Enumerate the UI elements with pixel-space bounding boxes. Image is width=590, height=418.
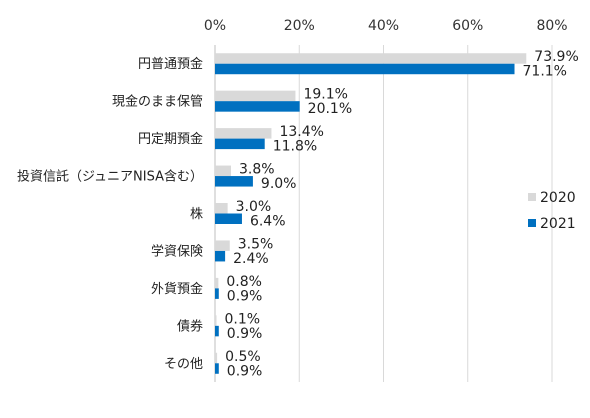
category-label: 株 xyxy=(190,207,203,222)
data-label-2021: 20.1% xyxy=(308,101,352,117)
bar-2020 xyxy=(215,203,228,214)
data-labels: 73.9%71.1% 19.1%20.1% 13.4%11.8% 3.8%9.0% 3.… xyxy=(225,49,579,379)
category-label: 円普通預金 xyxy=(138,56,203,72)
legend-label-2021: 2021 xyxy=(540,216,576,232)
legend: 2020 2021 xyxy=(528,190,576,232)
bar-2021 xyxy=(215,101,300,112)
data-label-2021: 0.9% xyxy=(227,326,263,342)
data-label-2020: 3.0% xyxy=(236,199,272,215)
bar-2020 xyxy=(215,128,272,139)
category-label: 学資保険 xyxy=(151,243,203,259)
data-label-2021: 0.9% xyxy=(227,288,263,304)
bar-2021 xyxy=(215,63,515,75)
data-label-2021: 11.8% xyxy=(273,139,317,155)
category-label: 投資信託（ジュニアNISA含む） xyxy=(17,169,203,185)
category-label: 現金のまま保管 xyxy=(112,94,203,110)
x-tick-label: 80% xyxy=(536,18,567,34)
bar-2020 xyxy=(215,315,217,326)
category-label: 外貨預金 xyxy=(151,281,203,297)
bar-2021 xyxy=(215,138,265,150)
data-label-2020: 3.5% xyxy=(238,236,274,252)
x-tick-label: 60% xyxy=(452,18,483,34)
bar-2020 xyxy=(215,53,527,64)
legend-label-2020: 2020 xyxy=(540,190,576,206)
x-tick-label: 0% xyxy=(204,18,226,34)
category-label: 円定期預金 xyxy=(138,131,203,147)
bar-2020 xyxy=(215,277,219,289)
data-label-2020: 0.5% xyxy=(225,349,261,365)
bars xyxy=(215,53,527,374)
data-label-2021: 0.9% xyxy=(227,363,263,379)
category-label: 債券 xyxy=(177,318,203,334)
legend-swatch-2021 xyxy=(528,219,536,227)
bar-2021 xyxy=(215,325,219,337)
data-label-2020: 3.8% xyxy=(239,162,275,178)
bar-2020 xyxy=(215,90,296,102)
data-label-2021: 71.1% xyxy=(523,64,567,80)
data-label-2021: 6.4% xyxy=(250,214,286,230)
bar-2021 xyxy=(215,213,242,224)
bar-2021 xyxy=(215,363,219,374)
bar-2020 xyxy=(215,240,230,251)
data-label-2020: 0.8% xyxy=(226,274,262,290)
data-label-2020: 13.4% xyxy=(279,124,323,140)
x-tick-label: 20% xyxy=(284,18,315,34)
bar-2021 xyxy=(215,250,226,262)
data-label-2020: 19.1% xyxy=(303,87,347,103)
x-axis-ticks: 0% 20% 40% 60% 80% xyxy=(204,18,568,34)
x-tick-label: 40% xyxy=(368,18,399,34)
data-label-2021: 9.0% xyxy=(261,176,297,192)
bar-2021 xyxy=(215,176,253,187)
bar-2020 xyxy=(215,352,218,364)
data-label-2020: 73.9% xyxy=(534,49,578,65)
bar-2021 xyxy=(215,288,219,299)
legend-swatch-2020 xyxy=(528,193,536,201)
bar-2020 xyxy=(215,165,232,177)
data-label-2021: 2.4% xyxy=(233,251,269,267)
category-label: その他 xyxy=(164,357,203,372)
data-label-2020: 0.1% xyxy=(225,311,261,327)
